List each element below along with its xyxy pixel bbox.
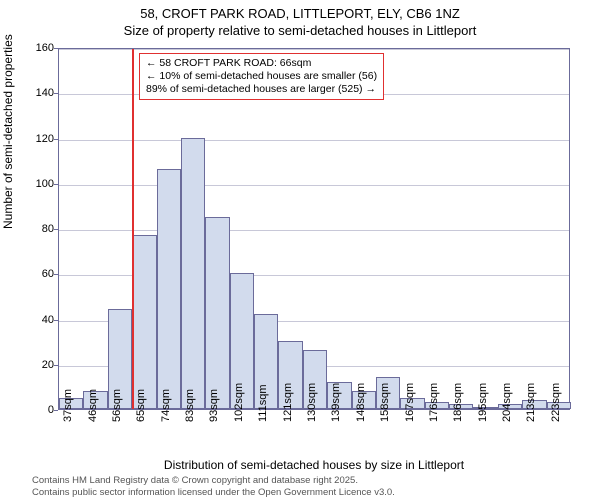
y-tick-label: 20	[14, 359, 54, 371]
chart-container: 58, CROFT PARK ROAD, LITTLEPORT, ELY, CB…	[0, 0, 600, 500]
y-tick-mark	[54, 410, 58, 411]
x-axis-title: Distribution of semi-detached houses by …	[58, 458, 570, 472]
gridline	[59, 49, 569, 50]
annotation-line-3: 89% of semi-detached houses are larger (…	[146, 83, 377, 96]
footer-line-1: Contains HM Land Registry data © Crown c…	[32, 475, 395, 486]
y-tick-label: 160	[14, 42, 54, 54]
gridline	[59, 230, 569, 231]
bar	[157, 169, 181, 409]
y-tick-label: 40	[14, 314, 54, 326]
bar	[132, 235, 156, 409]
y-tick-label: 140	[14, 87, 54, 99]
y-tick-label: 120	[14, 133, 54, 145]
footer: Contains HM Land Registry data © Crown c…	[32, 475, 395, 498]
y-axis-title: Number of semi-detached properties	[1, 34, 15, 229]
y-tick-label: 80	[14, 223, 54, 235]
title-block: 58, CROFT PARK ROAD, LITTLEPORT, ELY, CB…	[0, 0, 600, 38]
y-tick-label: 0	[14, 404, 54, 416]
y-tick-label: 100	[14, 178, 54, 190]
footer-line-2: Contains public sector information licen…	[32, 487, 395, 498]
reference-line	[132, 49, 134, 409]
title-main: 58, CROFT PARK ROAD, LITTLEPORT, ELY, CB…	[0, 6, 600, 21]
y-tick-label: 60	[14, 268, 54, 280]
gridline	[59, 185, 569, 186]
bar	[181, 138, 205, 410]
annotation-box: ← 58 CROFT PARK ROAD: 66sqm ← 10% of sem…	[139, 53, 384, 100]
annotation-line-2: ← 10% of semi-detached houses are smalle…	[146, 70, 377, 83]
gridline	[59, 140, 569, 141]
plot-area: ← 58 CROFT PARK ROAD: 66sqm ← 10% of sem…	[58, 48, 570, 410]
annotation-line-1: ← 58 CROFT PARK ROAD: 66sqm	[146, 57, 377, 70]
title-sub: Size of property relative to semi-detach…	[0, 23, 600, 38]
bar	[205, 217, 229, 409]
